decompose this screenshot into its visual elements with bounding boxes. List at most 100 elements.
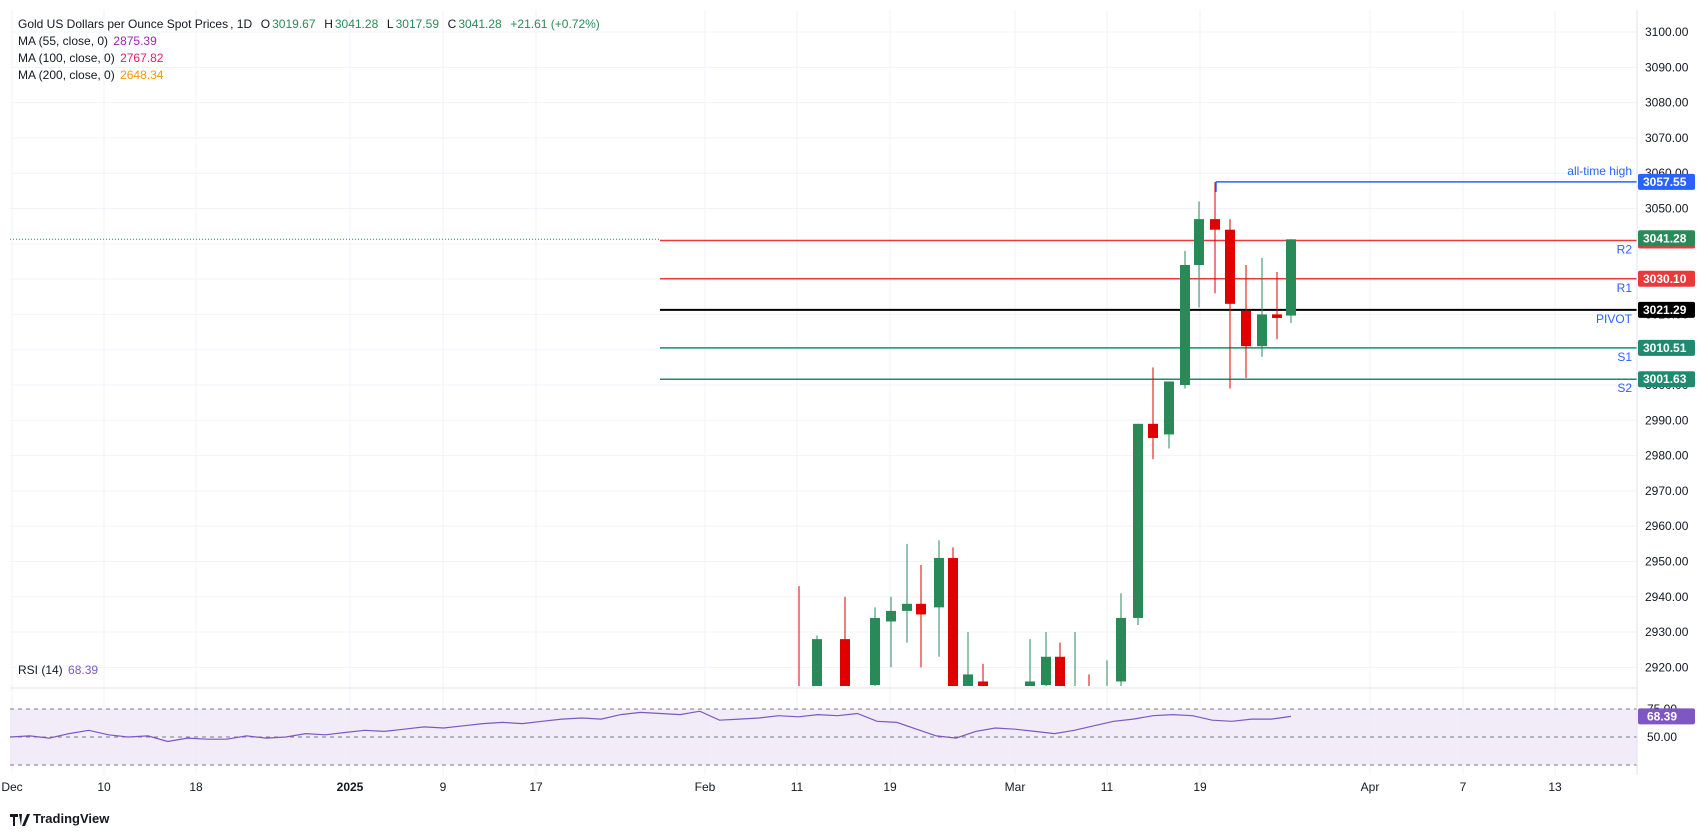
candle-body bbox=[1272, 314, 1282, 318]
y-tick-label: 3080.00 bbox=[1645, 96, 1689, 110]
y-tick-label: 2970.00 bbox=[1645, 484, 1689, 498]
level-name-pivot: PIVOT bbox=[1596, 312, 1633, 326]
price-tag-pivot bbox=[1638, 301, 1695, 318]
symbol-header: Gold US Dollars per Ounce Spot Prices, 1… bbox=[18, 17, 600, 31]
x-tick-label: Feb bbox=[695, 780, 716, 794]
x-tick-label: 2025 bbox=[337, 780, 364, 794]
x-tick-label: 10 bbox=[97, 780, 111, 794]
interval-label[interactable]: 1D bbox=[236, 17, 253, 31]
y-tick-label: 3100.00 bbox=[1645, 25, 1689, 39]
rsi-pane bbox=[9, 708, 1637, 766]
price-tag-label: 3057.55 bbox=[1643, 175, 1687, 189]
x-tick-label: 18 bbox=[189, 780, 203, 794]
y-tick-label: 2990.00 bbox=[1645, 413, 1689, 427]
candlestick-series bbox=[798, 181, 1296, 686]
high-label: H bbox=[324, 17, 333, 31]
high-value: 3041.28 bbox=[334, 17, 379, 31]
price-tag-label: 3030.10 bbox=[1643, 272, 1687, 286]
rsi-line bbox=[9, 710, 1292, 743]
y-tick-label: 3050.00 bbox=[1645, 202, 1689, 216]
x-tick-label: 17 bbox=[529, 780, 543, 794]
price-tag-s1 bbox=[1638, 339, 1695, 356]
price-tag-r1 bbox=[1638, 270, 1695, 287]
x-tick-label: 7 bbox=[1460, 780, 1467, 794]
candle-body bbox=[1257, 314, 1267, 347]
x-tick-label: 11 bbox=[1101, 780, 1114, 794]
rsi-label: RSI (14) bbox=[18, 663, 63, 677]
candle-body bbox=[886, 610, 896, 622]
candle-body bbox=[963, 674, 973, 686]
x-tick-label: 19 bbox=[1193, 780, 1207, 794]
candle-body bbox=[870, 617, 880, 685]
candle-body bbox=[840, 639, 850, 686]
level-name-r1: R1 bbox=[1617, 281, 1633, 295]
last-price-label: 3041.28 bbox=[1643, 231, 1687, 245]
x-tick-label: Dec bbox=[1, 780, 22, 794]
x-tick-label: Apr bbox=[1361, 780, 1380, 794]
price-tag-label: 3010.51 bbox=[1643, 341, 1687, 355]
candle-body bbox=[1225, 229, 1235, 304]
y-tick-label: 2930.00 bbox=[1645, 625, 1689, 639]
pivot-levels: all-time high R2 R1 PIVOT S1 S2 bbox=[10, 164, 1637, 395]
candle-body bbox=[902, 603, 912, 611]
low-label: L bbox=[386, 17, 394, 31]
ma55-label: MA (55, close, 0) bbox=[18, 34, 109, 48]
ma100-label: MA (100, close, 0) bbox=[18, 51, 115, 65]
symbol-title: Gold US Dollars per Ounce Spot Prices bbox=[18, 17, 229, 31]
price-tag-all-time-high bbox=[1638, 173, 1695, 190]
indicator-ma100[interactable]: MA (100, close, 0) 2767.82 bbox=[18, 51, 165, 65]
open-label: O bbox=[260, 17, 271, 31]
candle-body bbox=[812, 639, 822, 686]
y-tick-label: 2940.00 bbox=[1645, 590, 1689, 604]
candle-body bbox=[1180, 265, 1190, 385]
open-value: 3019.67 bbox=[272, 17, 316, 31]
candle-body bbox=[1164, 381, 1174, 435]
y-tick-label: 2980.00 bbox=[1645, 449, 1689, 463]
level-name-s2: S2 bbox=[1617, 381, 1632, 395]
indicator-ma200[interactable]: MA (200, close, 0) 2648.34 bbox=[18, 68, 165, 82]
candle-body bbox=[1148, 423, 1158, 438]
price-tag-label: 3021.29 bbox=[1643, 303, 1687, 317]
candle-body bbox=[1025, 681, 1035, 686]
ma200-value: 2648.34 bbox=[120, 68, 164, 82]
candle-body bbox=[1241, 310, 1251, 347]
last-price-tag bbox=[1638, 230, 1695, 247]
indicator-rsi[interactable]: RSI (14) 68.39 bbox=[18, 663, 100, 677]
candle-body bbox=[1116, 617, 1126, 682]
y-tick-label: 3090.00 bbox=[1645, 60, 1689, 74]
candle-body bbox=[1210, 219, 1220, 230]
candle-body bbox=[916, 603, 926, 615]
low-value: 3017.59 bbox=[395, 17, 439, 31]
chart-axes: 3100.003090.003080.003070.003060.003050.… bbox=[1, 10, 1695, 794]
candle-body bbox=[978, 681, 988, 686]
candle-body bbox=[1133, 423, 1143, 618]
x-tick-label: 9 bbox=[440, 780, 447, 794]
x-tick-label: 11 bbox=[791, 780, 804, 794]
candle-body bbox=[1194, 219, 1204, 265]
candle-body bbox=[1041, 656, 1051, 685]
indicator-ma55[interactable]: MA (55, close, 0) 2875.39 bbox=[18, 34, 159, 48]
candle-body bbox=[1286, 239, 1296, 316]
ath-label: all-time high bbox=[1567, 164, 1632, 178]
level-name-r2: R2 bbox=[1617, 242, 1633, 256]
x-tick-label: Mar bbox=[1005, 780, 1026, 794]
change-value: +21.61 (+0.72%) bbox=[510, 17, 600, 31]
y-tick-label: 2950.00 bbox=[1645, 554, 1689, 568]
rsi-value-label: 68.39 bbox=[1647, 709, 1677, 723]
ma55-value: 2875.39 bbox=[113, 34, 157, 48]
price-tag-label: 3001.63 bbox=[1643, 372, 1687, 386]
x-tick-label: 13 bbox=[1548, 780, 1562, 794]
y-tick-label: 3070.00 bbox=[1645, 131, 1689, 145]
rsi-tick-label: 50.00 bbox=[1647, 730, 1677, 744]
rsi-header-value: 68.39 bbox=[68, 663, 99, 677]
level-name-s1: S1 bbox=[1617, 350, 1632, 364]
candle-body bbox=[1055, 656, 1065, 686]
tradingview-logo[interactable]: TradingView bbox=[10, 811, 109, 826]
y-tick-label: 2960.00 bbox=[1645, 519, 1689, 533]
candle-body bbox=[934, 557, 944, 608]
close-value: 3041.28 bbox=[458, 17, 502, 31]
y-tick-label: 2920.00 bbox=[1645, 660, 1689, 674]
ma200-label: MA (200, close, 0) bbox=[18, 68, 115, 82]
chart-grid bbox=[10, 10, 1637, 775]
